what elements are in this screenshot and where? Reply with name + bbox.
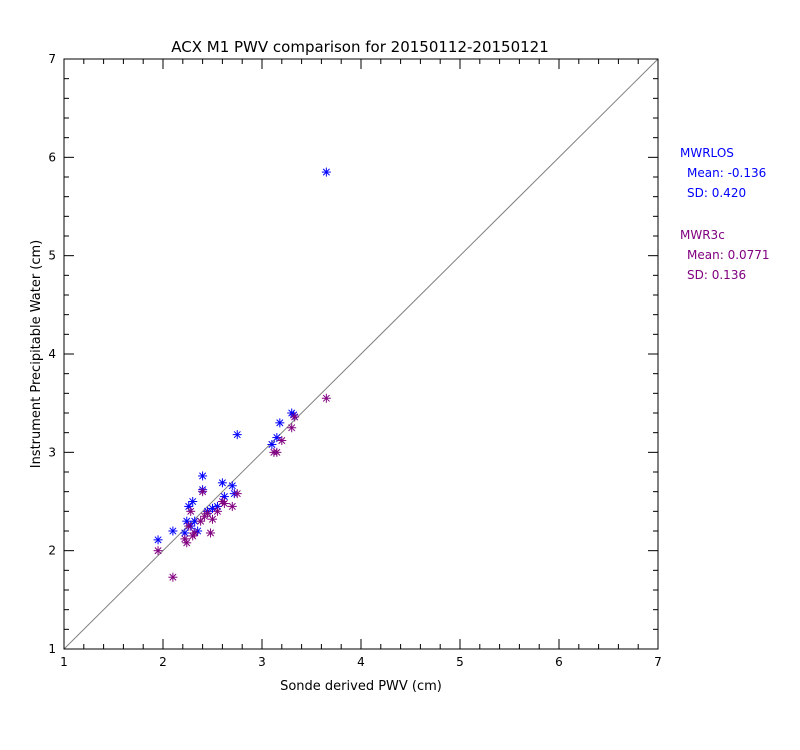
point-mwr3c: [219, 498, 229, 508]
point-mwr3c: [321, 393, 331, 403]
point-mwrlos: [190, 516, 200, 526]
one-to-one-line: [63, 58, 659, 650]
x-tick-label: 2: [159, 655, 167, 669]
x-axis-label: Sonde derived PWV (cm): [280, 679, 442, 694]
x-tick-label: 1: [60, 655, 68, 669]
point-mwrlos: [188, 497, 198, 506]
x-tick-label: 5: [456, 655, 464, 669]
point-mwrlos: [217, 478, 227, 488]
legend-sd-label: SD:: [687, 268, 708, 282]
point-mwr3c: [212, 506, 222, 516]
point-mwr3c: [277, 436, 287, 446]
x-tick-label: 4: [357, 655, 365, 669]
point-mwrlos: [168, 526, 178, 536]
legend-mwr3c: MWR3c Mean: 0.0771 SD: 0.136: [680, 228, 770, 282]
legend-sd-value: 0.136: [711, 268, 747, 282]
y-tick-label: 3: [48, 445, 56, 459]
legend-mean-row: Mean: 0.0771: [687, 248, 770, 262]
point-mwr3c: [203, 508, 213, 518]
point-mwr3c: [168, 572, 178, 582]
point-mwr3c: [287, 423, 297, 433]
point-mwr3c: [206, 528, 216, 538]
x-tick-label: 3: [258, 655, 266, 669]
legend-sd-label: SD:: [687, 186, 708, 200]
point-mwrlos: [232, 430, 242, 440]
point-mwr3c: [153, 546, 163, 556]
legend-series-name: MWR3c: [680, 228, 725, 242]
point-mwrlos: [198, 471, 208, 481]
y-axis-label: Instrument Precipitable Water (cm): [29, 240, 44, 469]
point-mwr3c: [208, 514, 217, 524]
point-mwr3c: [272, 447, 282, 457]
point-mwr3c: [186, 506, 196, 516]
point-mwrlos: [275, 418, 285, 428]
x-tick-label: 7: [654, 655, 662, 669]
y-tick-label: 6: [48, 150, 56, 164]
y-tick-label: 1: [48, 642, 56, 656]
point-mwrlos: [267, 439, 277, 449]
legend-sd-row: SD: 0.420: [687, 186, 766, 200]
point-mwr3c: [184, 521, 194, 531]
legend-series-name: MWRLOS: [680, 146, 734, 160]
y-tick-label: 4: [48, 347, 56, 361]
legend-mean-value: 0.0771: [727, 248, 770, 262]
point-mwr3c: [196, 516, 206, 526]
point-mwrlos: [227, 481, 237, 491]
point-mwr3c: [190, 528, 200, 538]
point-mwrlos: [153, 535, 163, 545]
chart-title: ACX M1 PWV comparison for 20150112-20150…: [171, 38, 549, 56]
y-tick-label: 5: [48, 249, 56, 263]
point-mwrlos: [321, 167, 331, 177]
point-mwr3c: [182, 538, 192, 548]
data-points: [153, 167, 331, 582]
axis-ticks: [63, 58, 659, 650]
point-mwr3c: [198, 487, 208, 497]
y-tick-label: 7: [48, 52, 56, 66]
point-mwr3c: [232, 489, 242, 499]
axis-tick-labels: 1 2 3 4 5 6 7 1 2 3 4 5 6 7: [48, 52, 661, 669]
legend-mean-label: Mean:: [687, 166, 724, 180]
legend-sd-value: 0.420: [711, 186, 747, 200]
point-mwr3c: [290, 412, 300, 422]
legend-mean-row: Mean: -0.136: [687, 166, 766, 180]
y-tick-label: 2: [48, 544, 56, 558]
legend-mean-label: Mean:: [687, 248, 724, 262]
point-mwrlos: [272, 433, 282, 443]
legend-sd-row: SD: 0.136: [687, 268, 770, 282]
point-mwr3c: [227, 501, 237, 511]
legend-mean-value: -0.136: [727, 166, 767, 180]
legend-mwrlos: MWRLOS Mean: -0.136 SD: 0.420: [680, 146, 766, 200]
x-tick-label: 6: [555, 655, 563, 669]
